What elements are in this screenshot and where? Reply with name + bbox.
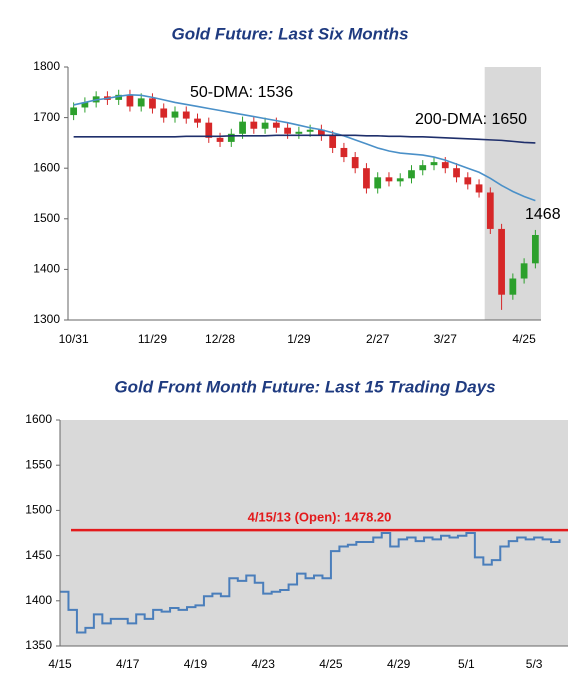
y-tick-label: 1400 [33, 262, 60, 276]
x-tick-label: 12/28 [205, 332, 235, 346]
candle-body [363, 168, 370, 189]
x-tick-label: 4/29 [387, 657, 411, 671]
candle-body [441, 162, 449, 169]
moving-average-line [73, 134, 536, 144]
candle-body [408, 170, 415, 179]
candle-body [272, 122, 280, 128]
annotation: 200-DMA: 1650 [415, 111, 527, 128]
x-tick-label: 4/23 [252, 657, 276, 671]
y-tick-label: 1500 [25, 503, 52, 517]
candle-body [239, 121, 246, 134]
x-tick-label: 10/31 [59, 332, 89, 346]
candle-body [171, 111, 179, 118]
x-tick-label: 4/25 [319, 657, 343, 671]
y-tick-label: 1600 [33, 160, 60, 174]
candle-body [70, 107, 78, 116]
candle-body [385, 177, 393, 182]
candle-body [227, 133, 235, 142]
y-tick-label: 1450 [25, 548, 52, 562]
candle-body [295, 131, 303, 134]
candle-body [329, 135, 337, 148]
x-tick-label: 11/29 [138, 332, 167, 346]
candle-body [126, 94, 134, 107]
candle-body [137, 98, 145, 107]
candle-body [194, 118, 201, 123]
candle-body [396, 178, 404, 182]
y-tick-label: 1350 [25, 638, 52, 652]
chart-title: Gold Future: Last Six Months [171, 24, 408, 43]
annotation: 50-DMA: 1536 [190, 84, 293, 101]
candle-body [318, 129, 325, 136]
candle-body [464, 177, 472, 185]
candle-body [182, 111, 190, 119]
y-tick-label: 1800 [33, 59, 60, 73]
candle-body [520, 263, 528, 279]
y-tick-label: 1700 [33, 110, 60, 124]
candle-body [250, 121, 258, 129]
candle-body [81, 102, 89, 108]
candle-body [340, 147, 348, 158]
x-tick-label: 5/1 [458, 657, 475, 671]
moving-average-line [73, 94, 536, 202]
chart-title: Gold Front Month Future: Last 15 Trading… [114, 377, 495, 396]
price-line [60, 532, 561, 634]
x-tick-label: 4/17 [116, 657, 140, 671]
candle-body [261, 122, 269, 129]
candle-body [205, 122, 213, 138]
y-tick-label: 1500 [33, 211, 60, 225]
y-tick-label: 1550 [25, 457, 52, 471]
x-tick-label: 4/19 [184, 657, 208, 671]
candle-body [419, 165, 427, 171]
candle-body [430, 162, 438, 166]
candle-body [374, 177, 382, 189]
x-tick-label: 1/29 [287, 332, 311, 346]
reference-label: 4/15/13 (Open): 1478.20 [248, 510, 392, 525]
y-tick-label: 1400 [25, 593, 52, 607]
x-tick-label: 3/27 [434, 332, 458, 346]
x-tick-label: 2/27 [366, 332, 390, 346]
y-tick-label: 1600 [25, 412, 52, 426]
x-tick-label: 4/25 [512, 332, 536, 346]
candle-body [115, 94, 123, 100]
candle-body [486, 192, 494, 229]
y-tick-label: 1300 [33, 312, 60, 326]
candle-body [149, 98, 156, 109]
x-tick-label: 5/3 [526, 657, 543, 671]
candle-body [475, 184, 483, 193]
candle-body [306, 129, 314, 132]
candle-body [284, 127, 291, 134]
x-tick-label: 4/15 [48, 657, 72, 671]
candle-body [498, 228, 505, 295]
candle-body [509, 278, 517, 295]
plot-background [60, 420, 568, 646]
candle-body [453, 168, 460, 178]
candle-body [216, 137, 224, 142]
candle-body [351, 157, 359, 169]
candle-body [531, 234, 539, 264]
annotation: 1468 [525, 206, 561, 223]
candle-body [160, 108, 168, 118]
